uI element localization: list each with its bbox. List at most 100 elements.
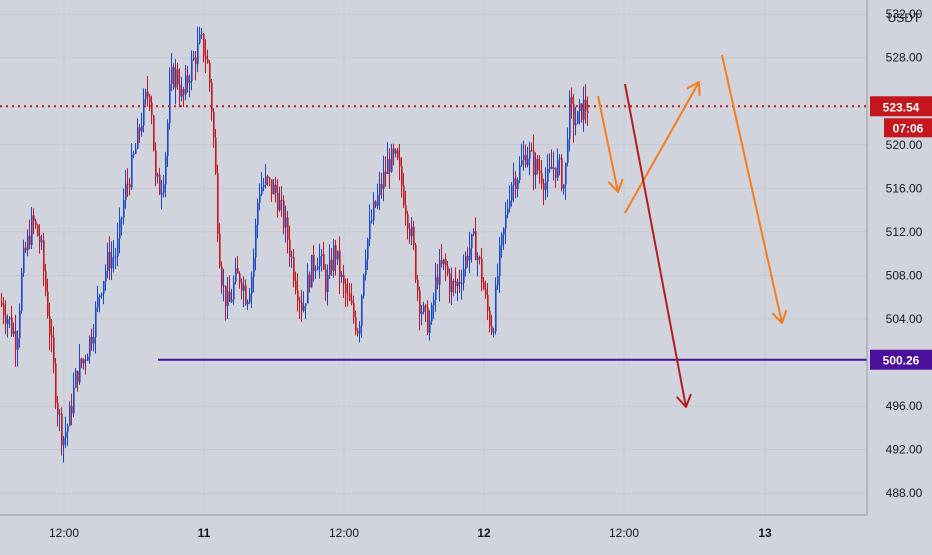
candle-body — [67, 425, 69, 432]
candle-body — [249, 293, 251, 303]
candle-body — [97, 297, 99, 308]
candle-body — [285, 217, 287, 228]
candle-body — [563, 184, 565, 189]
candle-body — [201, 33, 203, 35]
candle-body — [533, 150, 535, 175]
candle-body — [199, 34, 201, 43]
candle-body — [213, 111, 215, 138]
candle-body — [147, 91, 149, 97]
time-axis-labels: 12:00 11 12:00 12 12:00 13 — [49, 526, 772, 540]
trend-arrow-shaft[interactable] — [721, 54, 783, 324]
candle-body — [141, 125, 143, 132]
candle-body — [209, 62, 211, 84]
candle-body — [235, 268, 237, 283]
candle-body — [463, 268, 465, 284]
candle-body — [341, 274, 343, 277]
candle-body — [291, 256, 293, 258]
candle-body — [513, 178, 515, 186]
candle-body — [61, 413, 63, 446]
candle-body — [353, 303, 355, 318]
candle-body — [73, 387, 75, 414]
time-axis-panel[interactable] — [0, 515, 932, 550]
candle-body — [443, 259, 445, 265]
candle-body — [119, 218, 121, 239]
candle-body — [215, 137, 217, 174]
drawings-layer[interactable] — [597, 54, 788, 408]
candle-body — [221, 266, 223, 287]
price-tick-label: 512.00 — [886, 225, 923, 239]
price-badges: 523.54 07:06 500.26 — [870, 96, 932, 370]
candle-body — [469, 248, 471, 261]
candle-body — [143, 98, 145, 126]
trend-arrow-shaft[interactable] — [597, 95, 619, 193]
trend-arrow-shaft[interactable] — [624, 81, 700, 214]
candle-body — [473, 231, 475, 235]
candle-body — [305, 303, 307, 307]
candle-body — [485, 289, 487, 295]
candle-body — [23, 247, 25, 273]
candle-body — [187, 75, 189, 83]
candle-body — [35, 221, 37, 226]
candle-body — [475, 231, 477, 261]
candle-body — [251, 276, 253, 294]
candle-body — [29, 235, 31, 246]
time-tick-label: 11 — [198, 526, 211, 540]
candle-body — [105, 270, 107, 282]
candle-body — [573, 104, 575, 126]
candle-body — [163, 184, 165, 193]
candle-body — [365, 259, 367, 275]
candle-body — [15, 331, 17, 350]
price-tick-label: 516.00 — [886, 181, 923, 195]
candle-body — [181, 89, 183, 97]
candle-body — [337, 250, 339, 260]
candle-body — [479, 257, 481, 259]
trend-arrow-head[interactable] — [686, 81, 701, 96]
candle-body — [217, 173, 219, 235]
candle-body — [47, 291, 49, 317]
candle-body — [205, 56, 207, 59]
candle-body — [219, 234, 221, 267]
candle-body — [561, 158, 563, 189]
candle-body — [477, 257, 479, 261]
candle-body — [315, 269, 317, 272]
candle-body — [185, 75, 187, 95]
candle-body — [455, 281, 457, 287]
candle-body — [247, 302, 249, 305]
time-tick-label: 12:00 — [329, 526, 359, 540]
candle-body — [65, 431, 67, 438]
candle-body — [9, 317, 11, 320]
candle-body — [195, 57, 197, 65]
candle-body — [539, 170, 541, 174]
trend-arrow-head[interactable] — [676, 393, 692, 408]
candle-body — [585, 99, 587, 111]
trend-arrow-shaft[interactable] — [624, 83, 687, 408]
candle-body — [223, 285, 225, 287]
candle-body — [381, 184, 383, 189]
candle-body — [189, 81, 191, 83]
candle-body — [63, 437, 65, 446]
candle-body — [93, 337, 95, 344]
time-tick-label: 12 — [477, 526, 491, 540]
candle-body — [519, 165, 521, 180]
candle-body — [355, 317, 357, 331]
candle-body — [545, 181, 547, 191]
candle-body — [21, 272, 23, 311]
price-axis-panel[interactable] — [867, 0, 932, 515]
candle-body — [175, 69, 177, 88]
candle-body — [389, 159, 391, 172]
candle-body — [25, 247, 27, 251]
candle-body — [161, 192, 163, 195]
candle-body — [125, 183, 127, 200]
price-tick-label: 508.00 — [886, 268, 923, 282]
candle-body — [575, 123, 577, 126]
candle-body — [121, 217, 123, 219]
trend-arrow-head[interactable] — [771, 309, 788, 324]
trend-arrow-head[interactable] — [608, 178, 624, 193]
candle-body — [395, 150, 397, 154]
candle-body — [553, 167, 555, 170]
candle-body — [515, 178, 517, 189]
candle-body — [231, 299, 233, 302]
candle-body — [317, 266, 319, 270]
